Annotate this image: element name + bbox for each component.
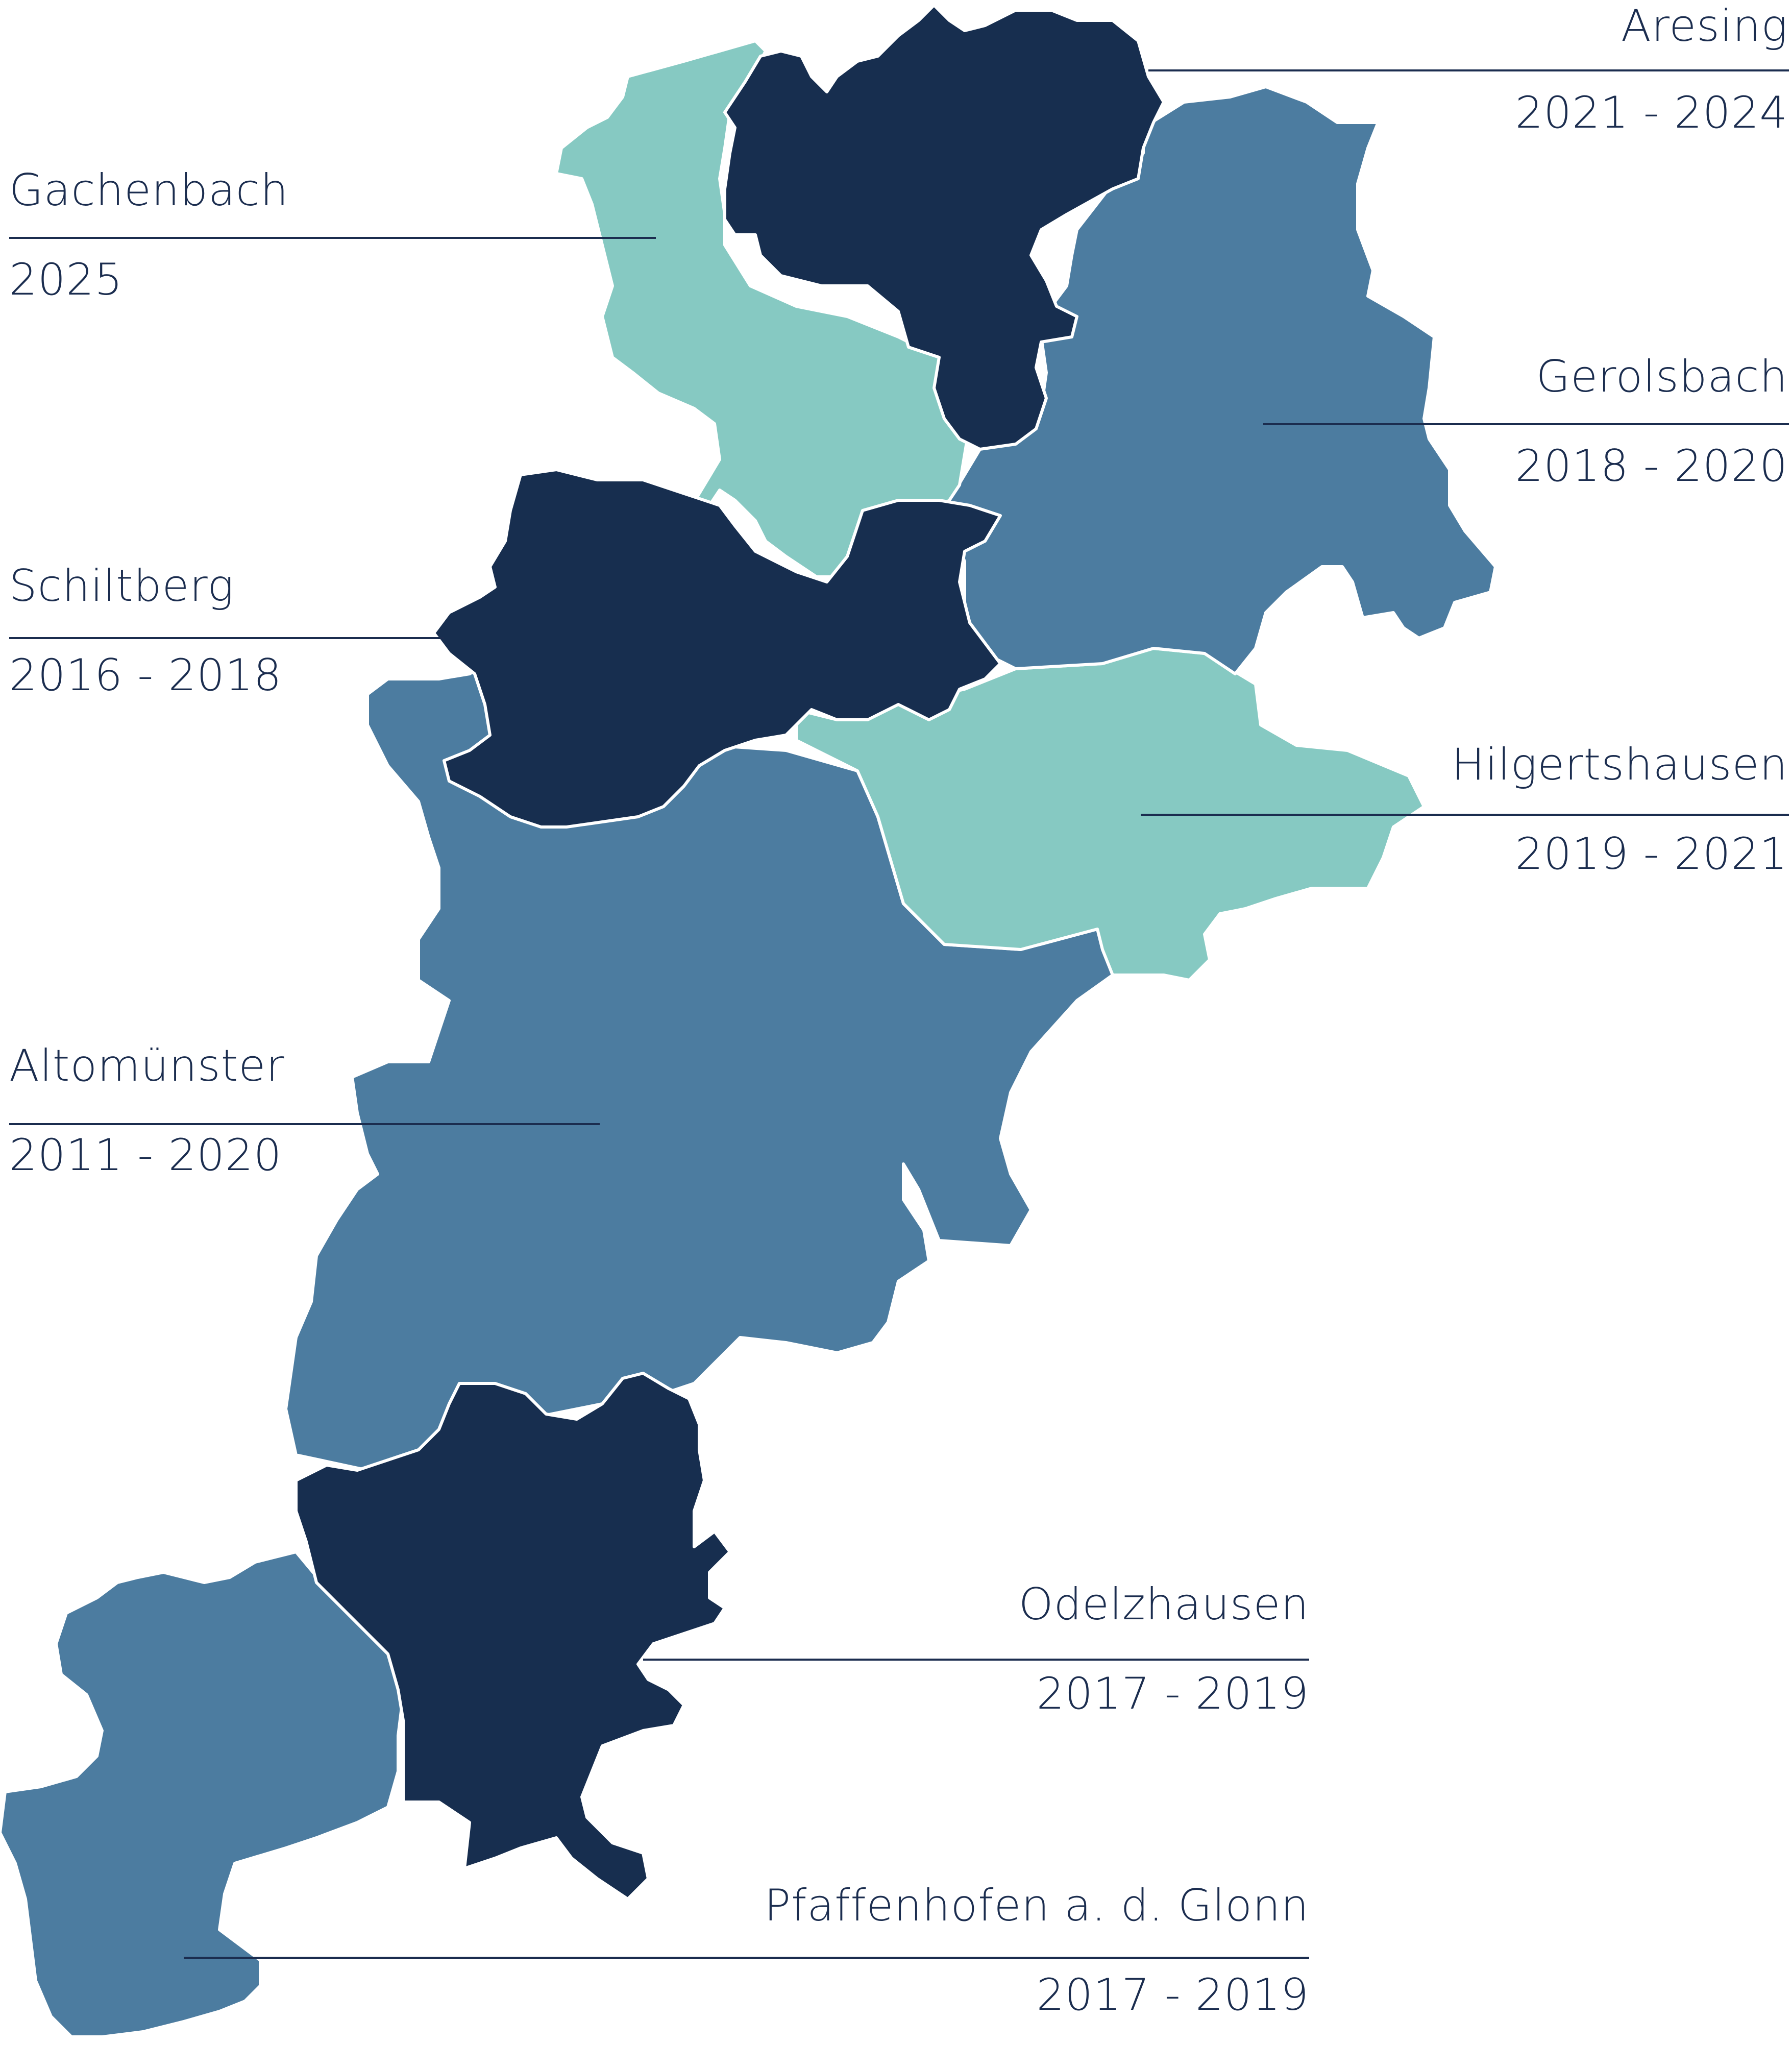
- label-aresing-name: Aresing: [1621, 1, 1788, 52]
- region-schiltberg[interactable]: [432, 468, 1002, 829]
- label-altomuenster-years: 2011 - 2020: [9, 1130, 282, 1181]
- label-aresing-years: 2021 - 2024: [1515, 87, 1788, 138]
- label-odelzhausen-years: 2017 - 2019: [1036, 1668, 1309, 1719]
- region-odelzhausen[interactable]: [294, 1372, 731, 1901]
- label-pfaffenhofen-name: Pfaffenhofen a. d. Glonn: [764, 1880, 1309, 1931]
- label-gachenbach-name: Gachenbach: [9, 165, 289, 216]
- label-schiltberg-name: Schiltberg: [9, 561, 234, 612]
- region-pfaffenhofen[interactable]: [0, 1550, 405, 2038]
- label-hilgertshausen-name: Hilgertshausen: [1452, 739, 1788, 790]
- label-altomuenster-name: Altomünster: [9, 1040, 285, 1091]
- label-schiltberg-years: 2016 - 2018: [9, 650, 282, 701]
- label-gachenbach-years: 2025: [9, 254, 123, 305]
- label-gerolsbach-years: 2018 - 2020: [1515, 441, 1788, 492]
- label-gerolsbach-name: Gerolsbach: [1536, 351, 1788, 402]
- label-pfaffenhofen-years: 2017 - 2019: [1036, 1969, 1309, 2021]
- region-aresing[interactable]: [723, 4, 1165, 451]
- label-hilgertshausen-years: 2019 - 2021: [1515, 829, 1788, 880]
- label-odelzhausen-name: Odelzhausen: [1018, 1579, 1309, 1630]
